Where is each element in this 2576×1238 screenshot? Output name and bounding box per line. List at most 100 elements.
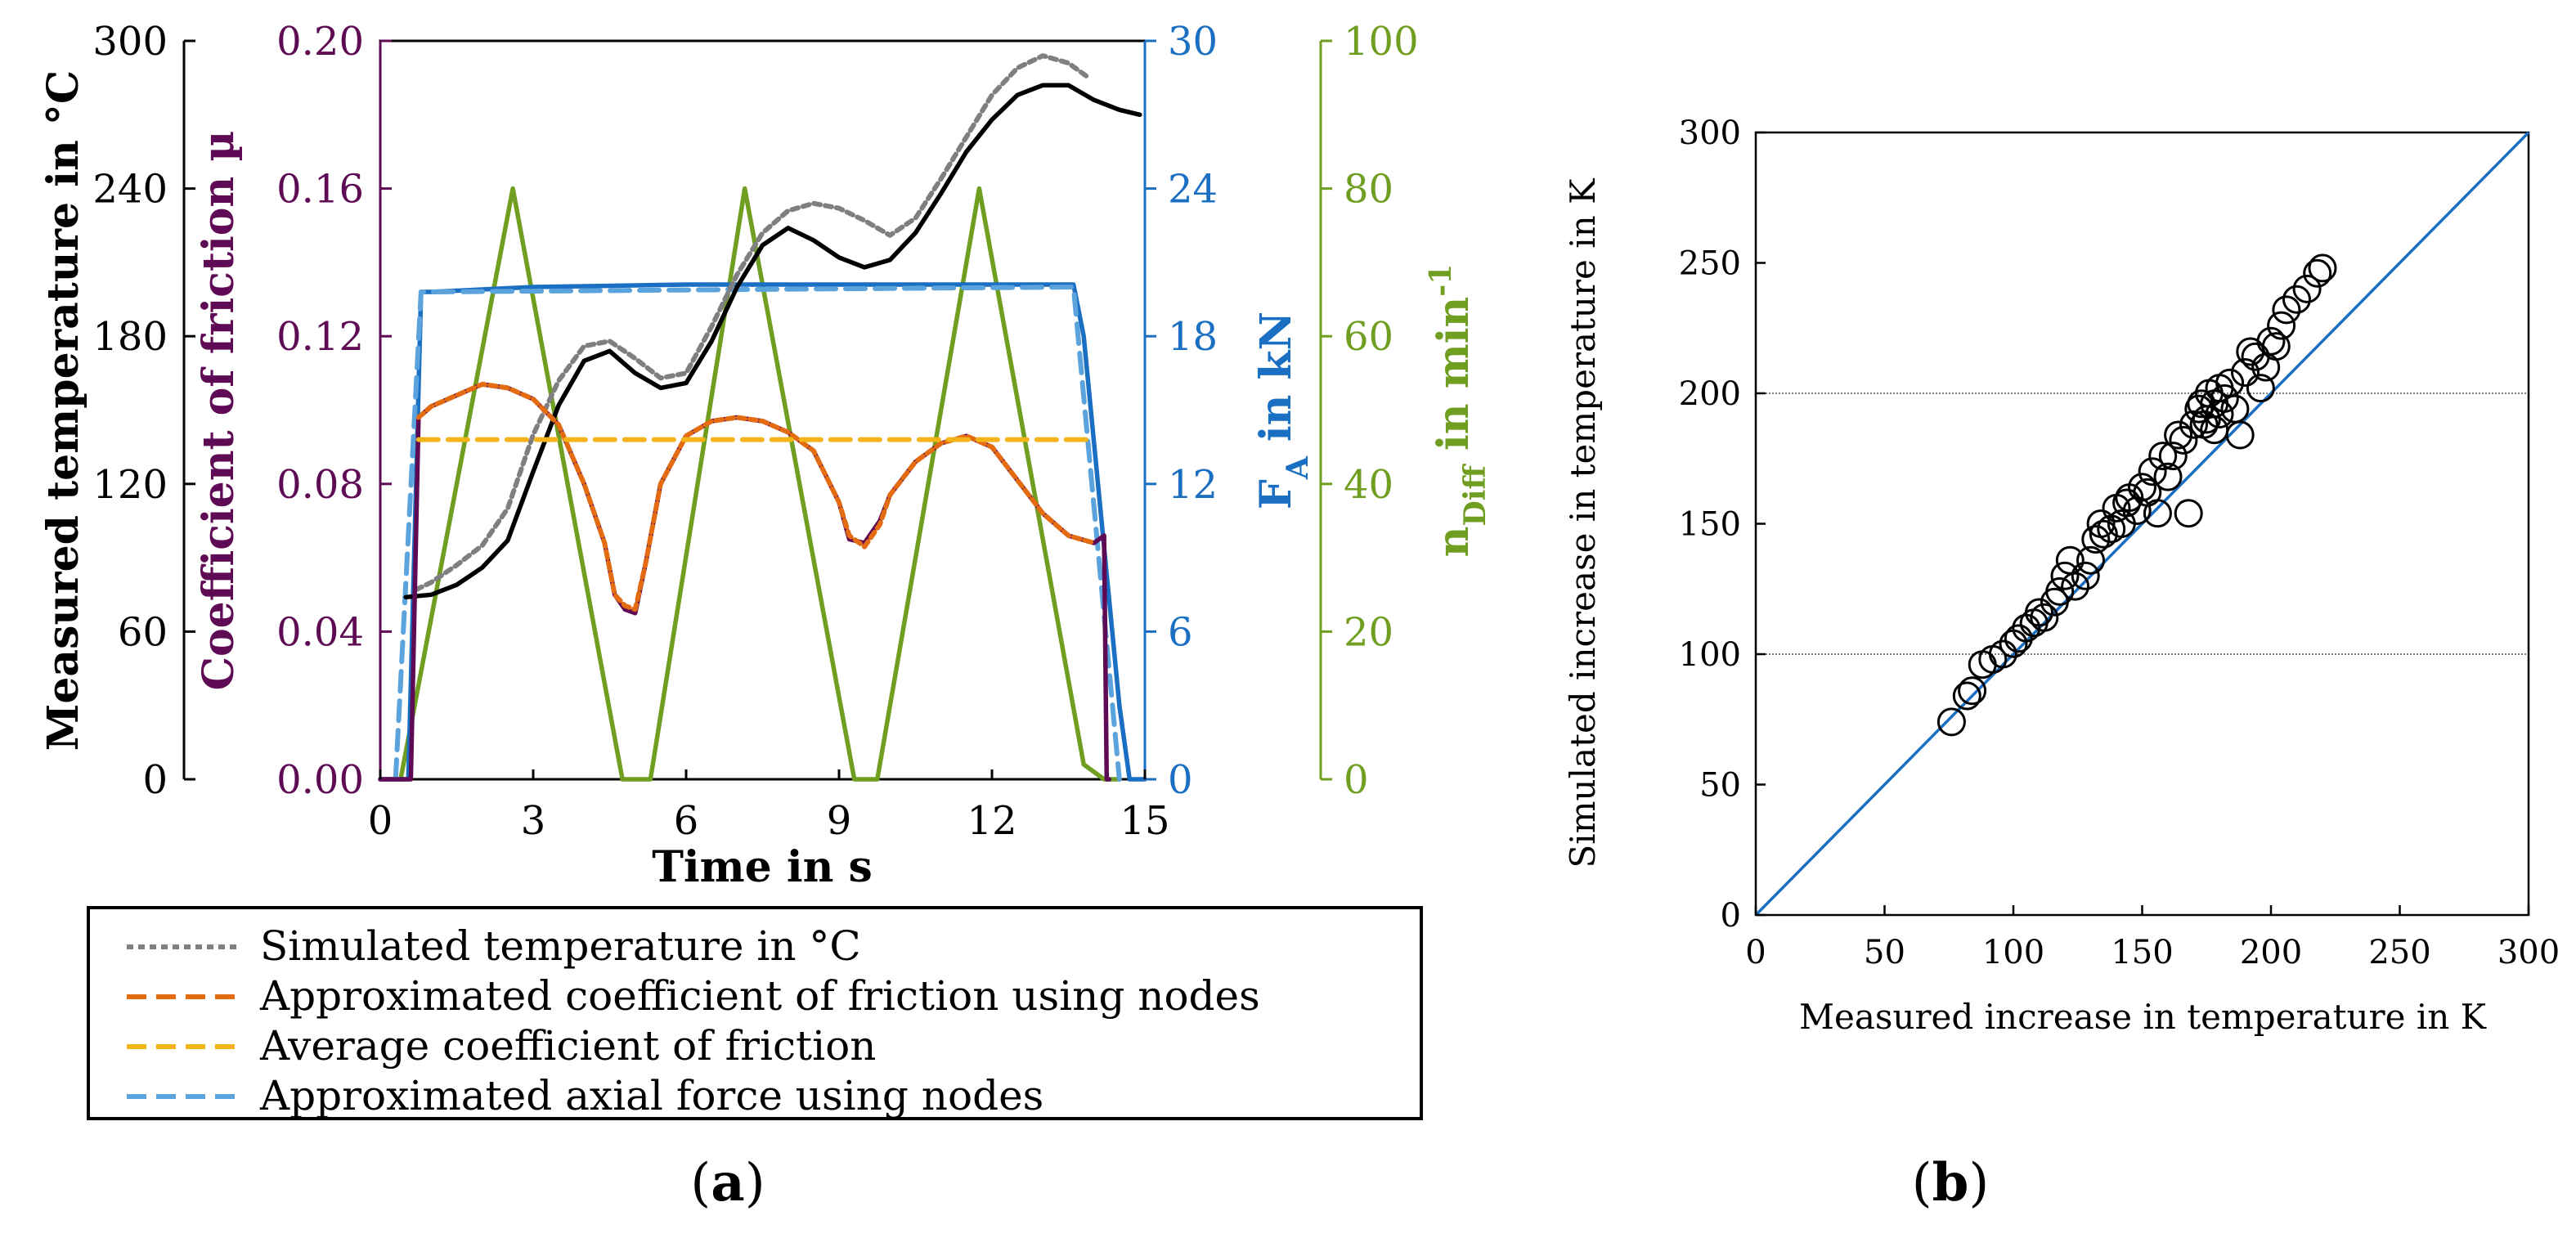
force-tick-label: 24 bbox=[1168, 167, 1218, 213]
panel-a-axes-group: 0 60 120 180 240 300 0.00 0.04 0.08 0.12 0.16 0.20 0… bbox=[92, 19, 1418, 844]
scatter-point bbox=[1988, 639, 2017, 669]
x-tick-label-b: 0 bbox=[1745, 934, 1766, 971]
mu-tick-label: 0.16 bbox=[276, 167, 364, 213]
scatter-point bbox=[2128, 473, 2156, 502]
scatter-point bbox=[2272, 295, 2301, 325]
x-tick-label: 12 bbox=[967, 798, 1016, 844]
speed-tick-label: 40 bbox=[1344, 462, 1393, 508]
x-axis-title-b: Measured increase in temperature in K bbox=[1799, 997, 2488, 1037]
force-tick-label: 30 bbox=[1168, 19, 1218, 65]
series-measured-axial-force bbox=[378, 282, 1147, 782]
series-measured-coefficient-of-friction bbox=[378, 382, 1112, 782]
x-axis-title: Time in s bbox=[652, 842, 873, 892]
scatter-point bbox=[2292, 274, 2322, 303]
scatter-point bbox=[2179, 410, 2208, 439]
scatter-point bbox=[2246, 374, 2275, 403]
scatter-point bbox=[2231, 358, 2260, 387]
mu-tick-label: 0.12 bbox=[276, 314, 364, 360]
scatter-point bbox=[2050, 561, 2080, 590]
panel-b-label: (b) bbox=[1912, 1152, 1990, 1213]
force-axis-title: FA in kN bbox=[1251, 312, 1315, 509]
scatter-point bbox=[2081, 525, 2111, 554]
scatter-point bbox=[2308, 253, 2337, 283]
x-tick-label: 9 bbox=[827, 798, 852, 844]
scatter-point bbox=[2153, 462, 2183, 491]
y-tick-label-b: 150 bbox=[1679, 506, 1741, 544]
scatter-point bbox=[2187, 389, 2216, 419]
temperature-axis-title: Measured temperature in °C bbox=[38, 70, 88, 751]
scatter-point bbox=[2261, 332, 2291, 361]
series-rotational-speed bbox=[398, 186, 1122, 782]
mu-tick-label: 0.00 bbox=[276, 757, 364, 803]
x-tick-label-b: 50 bbox=[1864, 934, 1905, 971]
scatter-point bbox=[2045, 576, 2075, 606]
scatter-point bbox=[2282, 285, 2311, 314]
scatter-point bbox=[2256, 326, 2286, 356]
speed-tick-label: 80 bbox=[1344, 167, 1393, 213]
speed-tick-label: 0 bbox=[1344, 757, 1369, 803]
legend: Simulated temperature in °CApproximated … bbox=[87, 906, 1423, 1120]
temp-tick-label: 240 bbox=[92, 167, 168, 213]
scatter-point bbox=[2071, 561, 2100, 590]
x-tick-label: 6 bbox=[674, 798, 699, 844]
scatter-point bbox=[2164, 420, 2193, 450]
panel-b: 0 50 100 150 200 250 300 0 50 100 150 200 250 300 Mea… bbox=[1563, 114, 2560, 1213]
mu-tick-label: 0.04 bbox=[276, 609, 364, 655]
temp-tick-label: 180 bbox=[92, 314, 168, 360]
force-tick-label: 12 bbox=[1168, 462, 1218, 508]
scatter-point bbox=[2205, 400, 2234, 428]
scatter-point bbox=[2210, 384, 2239, 413]
x-tick-label-b: 300 bbox=[2497, 934, 2560, 971]
x-tick-label-b: 200 bbox=[2240, 934, 2302, 971]
scatter-point bbox=[2169, 425, 2198, 455]
scatter-point bbox=[2184, 394, 2214, 424]
y-axis-title-b: Simulated increase in temperature in K bbox=[1563, 177, 1603, 868]
scatter-point bbox=[2122, 496, 2152, 525]
temp-tick-label: 300 bbox=[92, 19, 168, 65]
scatter-point bbox=[2030, 603, 2059, 632]
series-measured-temperature bbox=[403, 83, 1142, 600]
speed-tick-label: 100 bbox=[1344, 19, 1419, 65]
scatter-point bbox=[2143, 499, 2172, 528]
x-tick-label-b: 250 bbox=[2368, 934, 2430, 971]
scatter-point bbox=[2076, 545, 2105, 575]
friction-axis-title: Coefficient of friction µ bbox=[194, 131, 244, 691]
x-tick-label-b: 150 bbox=[2111, 934, 2173, 971]
x-tick-label: 3 bbox=[521, 798, 546, 844]
force-tick-label: 0 bbox=[1168, 757, 1193, 803]
y-tick-label-b: 100 bbox=[1679, 636, 1741, 674]
series-approximated-axial-force-using-nodes bbox=[393, 285, 1122, 782]
x-tick-label-b: 100 bbox=[1982, 934, 2044, 971]
force-tick-label: 6 bbox=[1168, 609, 1193, 655]
panel-b-gridlines bbox=[1756, 392, 2529, 655]
scatter-point bbox=[2004, 624, 2033, 653]
legend-items: Simulated temperature in °CApproximated … bbox=[127, 922, 1260, 1119]
force-tick-label: 18 bbox=[1168, 314, 1218, 360]
scatter-point bbox=[2055, 545, 2085, 575]
legend-label: Simulated temperature in °C bbox=[260, 922, 861, 970]
mu-tick-label: 0.08 bbox=[276, 462, 364, 508]
panel-a-plot-frame bbox=[379, 39, 1147, 781]
scatter-point bbox=[2025, 598, 2053, 627]
panel-b-axes-group: 0 50 100 150 200 250 300 0 50 100 150 200 250 300 bbox=[1679, 114, 2560, 971]
mu-tick-label: 0.20 bbox=[276, 19, 364, 65]
speed-tick-label: 60 bbox=[1344, 314, 1393, 360]
series-simulated-temperature-in-c bbox=[413, 53, 1092, 593]
temp-tick-label: 120 bbox=[92, 462, 168, 508]
scatter-point bbox=[2061, 572, 2090, 601]
scatter-point bbox=[2225, 420, 2255, 450]
legend-box bbox=[87, 906, 1423, 1120]
legend-label: Approximated coefficient of friction usi… bbox=[259, 972, 1260, 1020]
scatter-point bbox=[2089, 519, 2118, 549]
scatter-point bbox=[1958, 676, 1987, 706]
y-tick-label-b: 0 bbox=[1721, 897, 1741, 935]
y-tick-label-b: 200 bbox=[1679, 375, 1741, 413]
scatter-point bbox=[2303, 258, 2332, 288]
speed-axis-title: nDiff in min-1 bbox=[1424, 264, 1492, 558]
series-approximated-coefficient-of-friction-using-nodes bbox=[415, 381, 1097, 612]
speed-tick-label: 20 bbox=[1344, 609, 1393, 655]
scatter-point bbox=[1952, 681, 1981, 711]
panel-a: 0 60 120 180 240 300 0.00 0.04 0.08 0.12 0.16 0.20 0… bbox=[38, 19, 1492, 1213]
panel-b-points-group bbox=[1936, 253, 2337, 737]
scatter-point bbox=[1968, 650, 1997, 680]
